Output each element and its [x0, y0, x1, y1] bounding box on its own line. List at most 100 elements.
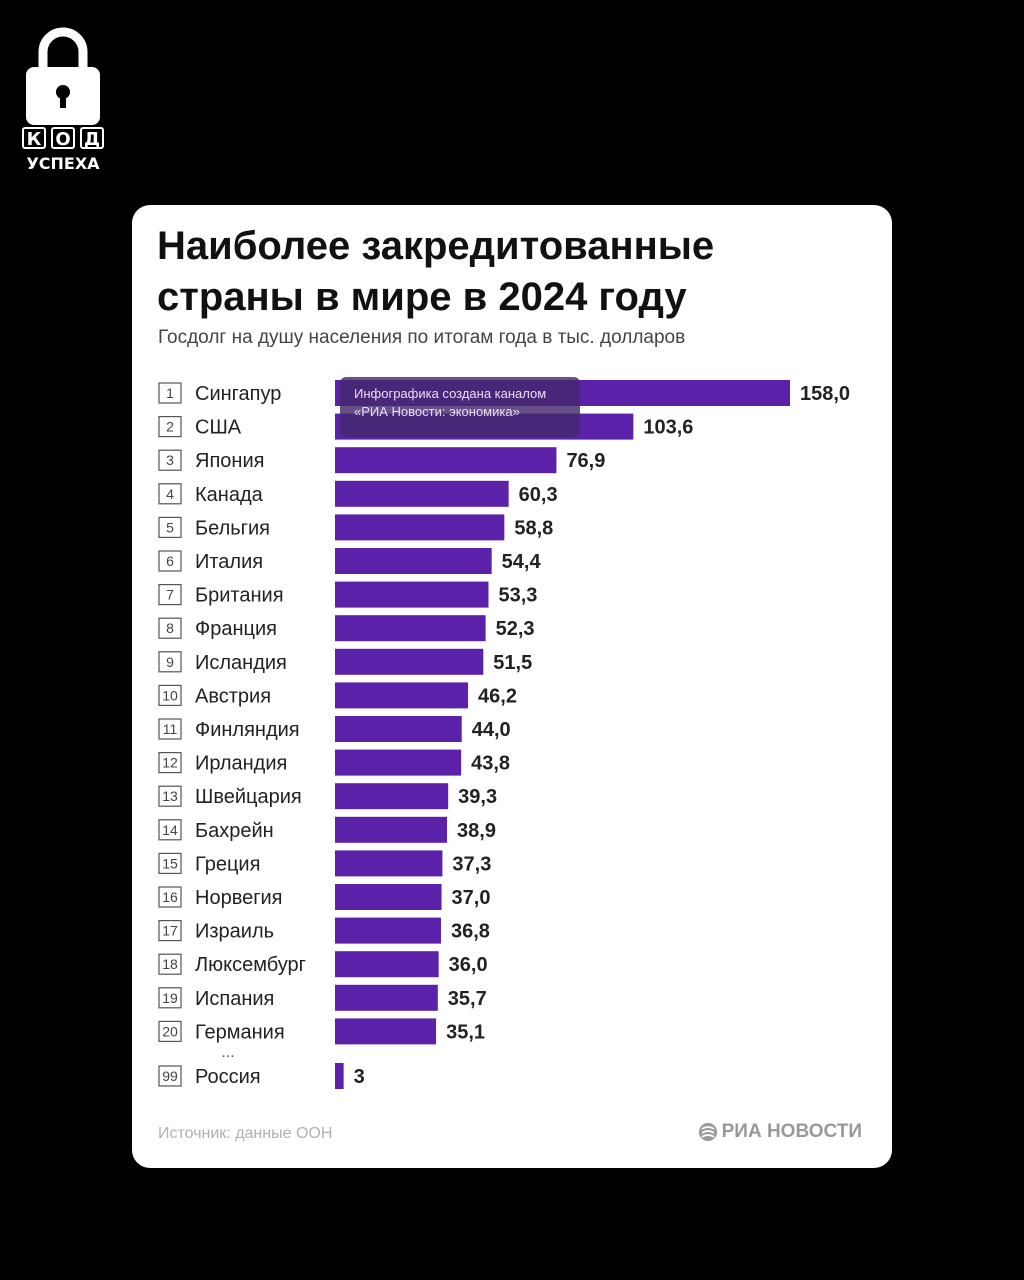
rank-label: 15 [162, 855, 178, 871]
country-label: Британия [195, 585, 284, 607]
value-label: 158,0 [800, 383, 850, 405]
country-label: Греция [195, 853, 260, 875]
value-label: 54,4 [502, 551, 542, 573]
bar [335, 951, 439, 978]
rank-box [158, 785, 182, 807]
country-label: Япония [195, 450, 264, 472]
rank-label: 17 [162, 923, 178, 939]
value-label: 53,3 [498, 585, 537, 607]
rank-box [158, 819, 182, 841]
rank-box [158, 953, 182, 975]
rank-label: 7 [166, 587, 174, 603]
rank-box [158, 1065, 182, 1087]
rank-box [158, 919, 182, 942]
ria-logo-icon [698, 1123, 717, 1141]
country-label: Бельгия [195, 517, 270, 539]
bar [335, 548, 492, 574]
rank-label: 99 [162, 1068, 178, 1084]
value-label: 76,9 [566, 450, 605, 472]
chart-subtitle: Госдолг на душу населения по итогам года… [158, 327, 686, 348]
rank-label: 11 [163, 721, 178, 737]
country-label: Швейцария [195, 786, 302, 808]
rank-box [158, 584, 182, 606]
rank-label: 9 [166, 654, 174, 670]
padlock-icon [26, 27, 100, 125]
infographic-card: Наиболее закредитованные страны в мире в… [132, 205, 892, 1168]
rank-label: 16 [162, 889, 178, 905]
rank-label: 14 [162, 822, 178, 838]
value-label: 39,3 [458, 786, 497, 808]
ria-brand: РИА НОВОСТИ [698, 1121, 862, 1143]
chart-title: Наиболее закредитованные страны в мире в… [157, 224, 715, 319]
brand-label: РИА НОВОСТИ [721, 1121, 862, 1142]
bar [335, 816, 448, 843]
bar [335, 783, 449, 810]
watermark-line: Инфографика создана каналом [354, 386, 547, 401]
rank-label: 2 [166, 419, 174, 435]
bar [335, 480, 509, 507]
rank-label: 18 [162, 956, 178, 972]
bar [335, 447, 557, 474]
bar [335, 615, 486, 642]
bar [335, 1063, 344, 1089]
value-label: 51,5 [493, 652, 532, 674]
country-label: Германия [195, 1021, 285, 1043]
source-note: Источник: данные ООН [158, 1125, 333, 1142]
channel-watermark: Инфографика создана каналом «РИА Новости… [340, 377, 580, 437]
country-label: Испания [195, 988, 274, 1010]
rank-label: 1 [166, 385, 174, 401]
value-label: 60,3 [519, 484, 558, 506]
bar [335, 850, 443, 877]
country-label: Ирландия [195, 753, 287, 775]
value-label: 44,0 [472, 719, 511, 741]
rank-box [158, 718, 182, 740]
country-label: Франция [195, 618, 277, 640]
rank-label: 3 [166, 452, 174, 468]
bar [335, 1018, 437, 1045]
value-label: 35,7 [448, 988, 487, 1010]
rank-box [158, 684, 182, 706]
rank-label: 6 [166, 553, 174, 569]
rank-label: 13 [162, 788, 178, 804]
country-label: Канада [195, 484, 264, 506]
country-label: Сингапур [195, 383, 281, 405]
rank-label: 12 [162, 755, 178, 771]
bar-chart: 1 Сингапур 158,0 2 США 103,6 3 Япония 76,9 4 Канад… [158, 380, 850, 1089]
value-label: 37,0 [452, 887, 491, 909]
value-label: 43,8 [471, 753, 510, 775]
country-label: Исландия [195, 652, 287, 674]
bar [335, 581, 489, 608]
bar [335, 682, 469, 709]
value-label: 36,8 [451, 921, 490, 943]
country-label: Финляндия [195, 719, 300, 741]
rank-box [158, 852, 182, 875]
rank-box [158, 550, 182, 572]
logo-letter: Д [80, 127, 104, 150]
logo: К О Д УСПЕХА [18, 22, 108, 182]
logo-letter: К [22, 127, 46, 150]
rank-box [158, 382, 182, 404]
country-label: Израиль [195, 921, 274, 943]
country-label: Россия [195, 1066, 261, 1088]
country-label: Бахрейн [195, 820, 274, 842]
rank-box [158, 617, 182, 639]
ellipsis-label: ... [221, 1044, 234, 1061]
rank-label: 4 [166, 486, 174, 502]
rank-label: 20 [162, 1023, 178, 1039]
value-label: 3 [354, 1066, 365, 1088]
value-label: 103,6 [643, 417, 693, 439]
country-label: Австрия [195, 685, 271, 707]
rank-box [158, 483, 182, 505]
rank-box [158, 1020, 182, 1043]
country-label: Норвегия [195, 887, 283, 909]
value-label: 38,9 [457, 820, 496, 842]
rank-box [158, 886, 182, 908]
value-label: 46,2 [478, 685, 517, 707]
value-label: 52,3 [496, 618, 535, 640]
bar [335, 514, 505, 541]
bar [335, 917, 441, 944]
rank-box [158, 651, 182, 673]
bar [335, 648, 484, 675]
rank-label: 8 [166, 620, 174, 636]
rank-label: 19 [162, 990, 178, 1006]
